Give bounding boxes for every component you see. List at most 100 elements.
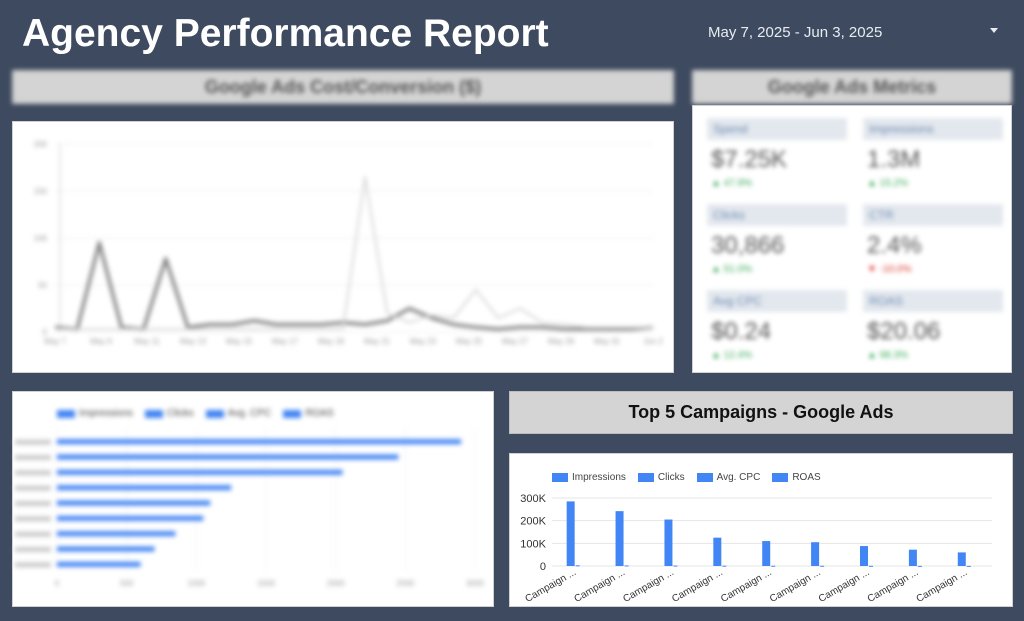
metrics-header: Google Ads Metrics (692, 70, 1012, 104)
bar-clicks (771, 565, 776, 567)
row-label-placeholder (15, 516, 51, 522)
y-tick-label: 100 (34, 234, 48, 243)
metric-card: CTR 2.4% ▼ -10.0% (863, 204, 1003, 275)
legend-swatch (144, 409, 163, 418)
legend-item: Clicks (144, 408, 194, 419)
bar-impressions (664, 519, 673, 566)
x-tick-label: May 19 (318, 337, 345, 346)
date-range-picker[interactable]: May 7, 2025 - Jun 3, 2025 (690, 18, 1010, 46)
legend-item: Avg. CPC (696, 472, 760, 483)
series-line-0 (54, 240, 654, 331)
legend-swatch (696, 473, 713, 482)
metric-label: Avg CPC (707, 290, 847, 312)
metric-value: $20.06 (867, 318, 941, 345)
x-tick-label: May 11 (134, 337, 160, 346)
metric-label: CTR (863, 204, 1003, 226)
page-title: Agency Performance Report (22, 12, 549, 55)
series-line-1 (55, 175, 653, 331)
y-tick-label: 200 (34, 140, 48, 149)
bar-clicks (917, 565, 922, 567)
legend-label: Impressions (79, 408, 133, 419)
legend-label: ROAS (305, 408, 334, 419)
category-label: Campaign ... (866, 567, 921, 605)
top5-header: Top 5 Campaigns - Google Ads (509, 391, 1013, 434)
category-label: Campaign ... (768, 567, 823, 605)
legend-item: Impressions (57, 408, 133, 419)
x-tick-label: 3000 (466, 579, 484, 588)
metric-delta: ▲ 47.9% (711, 178, 753, 189)
top5-title: Top 5 Campaigns - Google Ads (628, 402, 894, 422)
legend-label: ROAS (792, 472, 821, 483)
x-tick-label: May 15 (226, 337, 253, 346)
hbar (57, 439, 462, 445)
date-range-text: May 7, 2025 - Jun 3, 2025 (708, 23, 883, 41)
x-tick-label: May 7 (44, 337, 66, 346)
metric-label: Spend (707, 118, 847, 140)
metric-card: Clicks 30,866 ▲ 51.0% (707, 204, 847, 275)
x-tick-label: Jun 2 (643, 337, 663, 346)
x-tick-label: 500 (120, 579, 134, 588)
category-label: Campaign ... (719, 567, 774, 605)
metric-card: ROAS $20.06 ▲ 98.3% (863, 290, 1003, 361)
metric-delta: ▲ 15.2% (867, 178, 909, 189)
metrics-grid: Spend $7.25K ▲ 47.9% Impressions 1.3M ▲ 15.2%… (693, 106, 1011, 372)
bar-clicks (966, 565, 971, 567)
chevron-down-icon[interactable] (990, 28, 998, 33)
hbar (57, 500, 211, 506)
x-tick-label: 0 (55, 579, 60, 588)
bar-clicks (820, 565, 825, 567)
y-tick-label: 150 (34, 187, 48, 196)
bar-impressions (957, 552, 966, 566)
metrics-title: Google Ads Metrics (767, 76, 937, 97)
x-tick-label: May 31 (594, 337, 621, 346)
hbar-chart: 0 500 1000 1500 2000 2500 3000 (15, 428, 484, 588)
hbar-chart-panel: Impressions Clicks Avg. CPC ROAS 0 500 1000 15… (12, 391, 494, 607)
bar-clicks (624, 565, 629, 567)
cost-conversion-line-chart: 0 50 100 150 200 May 7 May 9 May 11 May 13 May 15… (34, 140, 664, 346)
metric-value: $7.25K (711, 146, 788, 173)
hbar (57, 546, 155, 552)
legend-item: ROAS (283, 408, 334, 419)
cost-conversion-title: Google Ads Cost/Conversion ($) (204, 76, 482, 97)
x-tick-label: May 29 (548, 337, 575, 346)
legend-item: Clicks (637, 472, 685, 483)
bar-clicks (869, 565, 873, 567)
x-tick-label: May 17 (272, 337, 299, 346)
legend-item: ROAS (772, 472, 821, 483)
x-tick-label: May 9 (90, 337, 112, 346)
top5-legend: Impressions Clicks Avg. CPC ROAS (552, 472, 821, 483)
bar-impressions (860, 546, 868, 566)
metric-value: 1.3M (867, 146, 921, 173)
legend-swatch (552, 473, 568, 482)
bar-impressions (908, 549, 917, 566)
metric-label: Clicks (707, 204, 847, 226)
category-label: Campaign ... (670, 567, 725, 605)
bar-impressions (811, 542, 820, 566)
category-label: Campaign ... (915, 567, 970, 605)
metric-value: $0.24 (711, 318, 772, 345)
hbar (57, 485, 232, 491)
legend-swatch (772, 473, 789, 482)
x-tick-label: May 13 (180, 337, 207, 346)
hbar (57, 469, 343, 475)
category-label: Campaign ... (621, 567, 676, 605)
bar-impressions (713, 537, 722, 566)
bar-clicks (575, 565, 580, 567)
y-tick-label: 300K (520, 493, 546, 505)
hbar (57, 531, 176, 537)
legend-swatch (637, 473, 654, 482)
metric-delta: ▲ 98.3% (867, 350, 909, 361)
row-label-placeholder (15, 470, 51, 476)
legend-swatch (283, 409, 302, 418)
metric-card: Impressions 1.3M ▲ 15.2% (863, 118, 1003, 189)
legend-label: Avg. CPC (227, 408, 272, 419)
bar-impressions (762, 541, 771, 566)
metric-delta: ▼ -10.0% (867, 264, 912, 275)
metric-card: Spend $7.25K ▲ 47.9% (707, 118, 847, 189)
metric-value: 30,866 (711, 232, 785, 259)
metrics-panel: Spend $7.25K ▲ 47.9% Impressions 1.3M ▲ 15.2%… (692, 105, 1012, 373)
x-tick-label: 1500 (257, 579, 275, 588)
metric-label: ROAS (863, 290, 1003, 312)
metric-delta: ▲ 12.4% (711, 350, 753, 361)
